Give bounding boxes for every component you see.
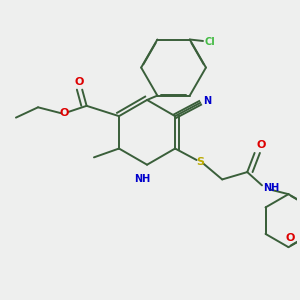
Text: O: O <box>256 140 266 150</box>
Text: S: S <box>196 157 204 167</box>
Text: O: O <box>60 108 69 118</box>
Text: NH: NH <box>263 183 280 193</box>
Text: N: N <box>203 96 211 106</box>
Text: NH: NH <box>134 174 151 184</box>
Text: O: O <box>286 233 295 243</box>
Text: O: O <box>75 77 84 87</box>
Text: Cl: Cl <box>205 38 215 47</box>
